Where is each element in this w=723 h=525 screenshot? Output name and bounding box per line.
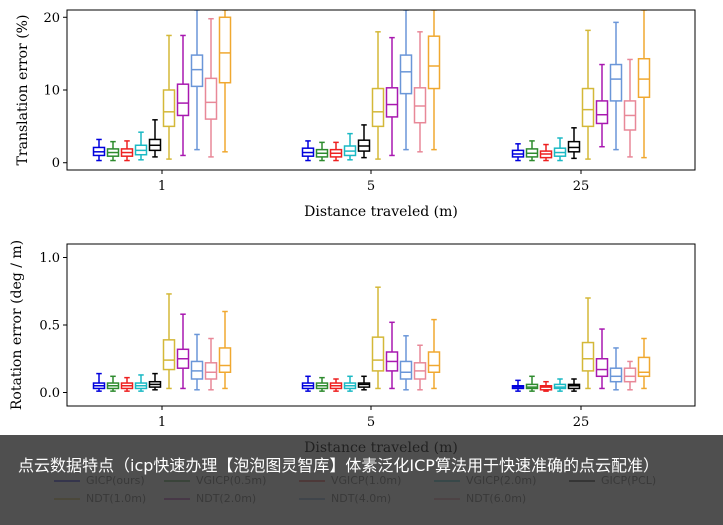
- box-NDT(6.0m): [623, 367, 637, 383]
- box-NDT(1.0m): [371, 87, 385, 128]
- box-NDT(6.0m): [204, 77, 218, 120]
- box-NDT(1.0m): [162, 339, 176, 371]
- y-axis-label: Rotation error (deg / m): [9, 240, 25, 410]
- y-tick-label: 0.0: [39, 386, 60, 401]
- box-NDT(1.0m): [162, 89, 176, 128]
- x-tick-label: 5: [367, 179, 375, 194]
- y-tick-label: 1.0: [39, 251, 60, 266]
- y-axis-label: Translation error (%): [15, 15, 31, 166]
- panel-2-boxes: [92, 286, 651, 392]
- box-NDT(2.0m): [176, 83, 190, 117]
- box-NDT(4.0m): [609, 367, 623, 383]
- x-tick-label: 5: [367, 415, 375, 430]
- box-NDT(4.0m): [399, 360, 413, 380]
- box-NDT(8.0m): [218, 347, 232, 374]
- box-NDT(4.0m): [190, 54, 204, 88]
- y-tick-label: 10: [43, 84, 60, 99]
- box-NDT(8.0m): [637, 57, 651, 99]
- x-tick-label: 25: [573, 415, 590, 430]
- box-NDT(2.0m): [385, 87, 399, 118]
- box-NDT(2.0m): [595, 358, 609, 378]
- y-tick-label: 0.5: [39, 319, 60, 334]
- y-tick-label: 0: [52, 156, 60, 171]
- x-axis-label: Distance traveled (m): [304, 204, 458, 220]
- box-NDT(1.0m): [371, 336, 385, 372]
- y-tick-label: 20: [43, 11, 60, 26]
- box-NDT(8.0m): [637, 356, 651, 378]
- x-tick-label: 1: [158, 179, 166, 194]
- box-NDT(4.0m): [399, 54, 413, 95]
- box-NDT(2.0m): [595, 100, 609, 125]
- box-NDT(8.0m): [218, 16, 232, 84]
- box-NDT(6.0m): [204, 362, 218, 380]
- box-NDT(4.0m): [609, 63, 623, 102]
- box-NDT(1.0m): [581, 341, 595, 372]
- x-tick-label: 1: [158, 415, 166, 430]
- box-NDT(1.0m): [581, 87, 595, 128]
- x-tick-label: 25: [573, 179, 590, 194]
- caption-banner-text: 点云数据特点（icp快速办理【泡泡图灵智库】体素泛化ICP算法用于快速准确的点云…: [18, 456, 659, 475]
- panel-1-boxes: [92, 10, 651, 162]
- caption-banner: [0, 435, 723, 525]
- box-NDT(8.0m): [427, 35, 441, 90]
- box-NDT(8.0m): [427, 351, 441, 373]
